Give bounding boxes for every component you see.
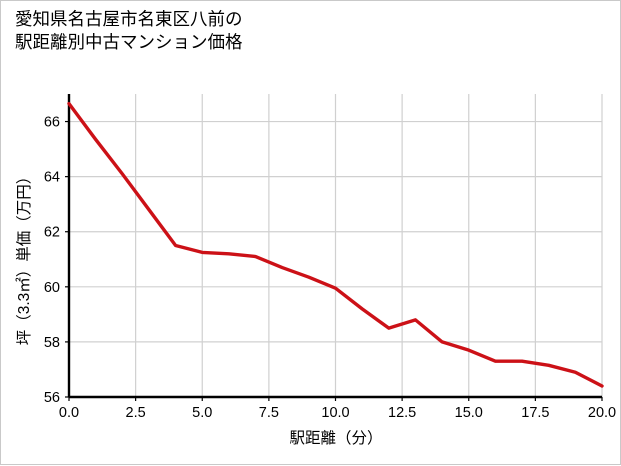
y-tick-label: 56	[44, 390, 60, 406]
gridlines	[68, 94, 603, 398]
y-tick-label: 60	[44, 280, 60, 296]
y-axis-tick-labels: 56 58 60 62 64 66	[44, 115, 60, 406]
x-axis-title: 駅距離（分）	[289, 429, 382, 447]
y-axis-title: 坪（3.3㎡）単価（万円）	[15, 169, 33, 346]
y-tick-label: 66	[44, 115, 60, 131]
x-axis-tick-labels: 0.0 2.5 5.0 7.5 10.0 12.5 15.0 17.5 20.0	[59, 405, 616, 421]
x-tick-label: 2.5	[126, 405, 146, 421]
page-title: 愛知県名古屋市名東区八前の 駅距離別中古マンション価格	[15, 9, 243, 53]
x-tick-label: 15.0	[455, 405, 483, 421]
x-tick-label: 10.0	[321, 405, 349, 421]
axis-spines	[67, 94, 602, 399]
x-tick-label: 12.5	[388, 405, 416, 421]
x-tick-label: 17.5	[521, 405, 549, 421]
x-tick-label: 20.0	[588, 405, 616, 421]
y-tick-label: 58	[44, 335, 60, 351]
x-tick-label: 0.0	[59, 405, 79, 421]
y-tick-label: 62	[44, 225, 60, 241]
y-tick-label: 64	[44, 170, 60, 186]
tick-marks	[65, 120, 603, 401]
x-tick-label: 5.0	[192, 405, 212, 421]
x-tick-label: 7.5	[259, 405, 279, 421]
data-series-line	[67, 101, 604, 388]
